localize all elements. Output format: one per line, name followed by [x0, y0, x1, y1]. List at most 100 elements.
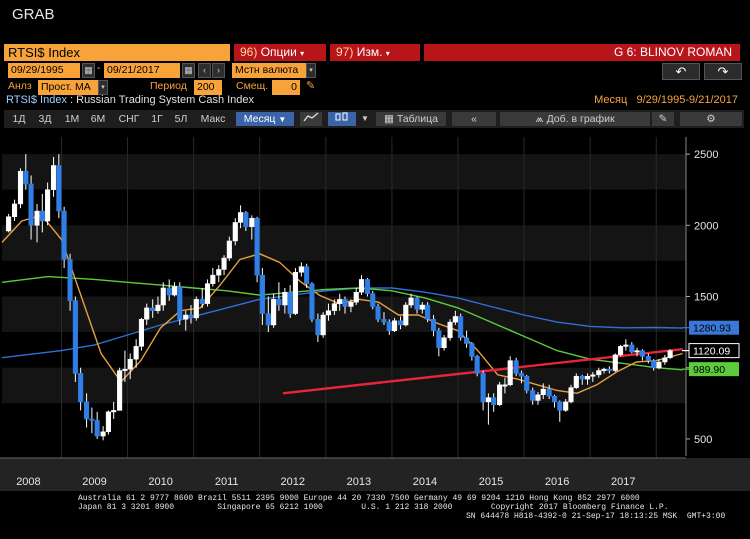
calendar-icon[interactable]: ▦	[82, 63, 95, 78]
range-button-1m[interactable]: 1М	[64, 113, 80, 125]
line-chart-icon[interactable]	[300, 112, 322, 126]
candle-body	[265, 313, 271, 326]
candle-body	[127, 358, 133, 370]
candle-body	[557, 401, 563, 411]
period-range: Месяц 9/29/1995-9/21/2017	[594, 94, 738, 106]
frequency-select[interactable]: Месяц ▼	[236, 112, 294, 126]
candle-body	[144, 307, 150, 320]
range-button-max[interactable]: Макс	[200, 113, 226, 125]
ticker-field[interactable]: RTSI$ Index	[4, 44, 230, 61]
range-button-ytd[interactable]: СНГ	[118, 113, 140, 125]
start-date-field[interactable]: 09/29/1995	[8, 63, 80, 78]
add-to-chart-icon: ⩕	[535, 113, 544, 125]
x-axis: 2008 2009 2010 2011 2012 2013 2014 2015 2016 2017	[0, 457, 750, 491]
dropdown-arrow-icon[interactable]: ▼	[361, 114, 369, 123]
candle-body	[408, 297, 414, 306]
candle-body	[358, 279, 365, 293]
candle-body	[645, 356, 651, 361]
dropdown-arrow-icon[interactable]: ▾	[98, 80, 108, 95]
candle-body	[667, 350, 673, 358]
range-button-6m[interactable]: 6М	[90, 113, 106, 125]
calendar-icon[interactable]: ▦	[182, 63, 195, 78]
candle-body	[177, 286, 183, 320]
prev-period-icon[interactable]: ‹	[198, 63, 211, 78]
next-period-icon[interactable]: ›	[212, 63, 225, 78]
candle-body	[204, 283, 211, 304]
window-title: GRAB	[12, 6, 55, 23]
footer-line-1: Australia 61 2 9777 8600 Brazil 5511 239…	[78, 494, 640, 503]
candle-body	[485, 397, 491, 403]
table-button[interactable]: ▦ Таблица	[376, 112, 446, 126]
y-axis-background	[686, 137, 750, 456]
currency-select[interactable]: Мстн валюта	[232, 63, 308, 78]
candle-body	[618, 346, 624, 356]
candle-body	[381, 319, 387, 323]
y-tick-label: 500	[694, 434, 712, 446]
line-chart-glyph	[303, 112, 319, 122]
y-tick-label: 1500	[694, 292, 718, 304]
range-button-5y[interactable]: 5Л	[174, 113, 188, 125]
candle-body	[436, 330, 442, 349]
range-button-1d[interactable]: 1Д	[12, 113, 26, 125]
end-date-field[interactable]: 09/21/2017	[104, 63, 180, 78]
frequency-select-label: Месяц	[243, 113, 276, 125]
period-field[interactable]: 200	[194, 80, 222, 95]
settings-gear-icon[interactable]: ⚙	[680, 112, 742, 126]
add-to-chart-label: Доб. в график	[546, 113, 615, 125]
candle-body	[325, 310, 332, 316]
candle-body	[226, 240, 232, 259]
x-tick-label: 2013	[347, 476, 371, 488]
candle-body	[397, 320, 404, 326]
candle-body	[298, 266, 304, 273]
candle-body	[292, 272, 298, 314]
candle-body	[199, 299, 205, 304]
background-band	[2, 154, 686, 190]
analysis-select[interactable]: Прост. MA	[38, 80, 98, 95]
pencil-icon[interactable]: ✎	[306, 80, 316, 92]
background-band	[2, 137, 686, 155]
shift-field[interactable]: 0	[272, 80, 300, 95]
candle-body	[216, 269, 222, 276]
candle-body	[160, 287, 166, 306]
undo-icon[interactable]: ↶	[662, 63, 700, 80]
candle-chart-icon[interactable]	[328, 112, 356, 126]
candle-body	[183, 314, 189, 320]
options-menu[interactable]: 96) Опции ▾	[234, 44, 326, 61]
candle-body	[623, 344, 629, 347]
candle-body	[474, 356, 480, 374]
chart-subtitle: RTSI$ Index : Russian Trading System Cas…	[6, 94, 254, 106]
candle-body	[447, 321, 453, 339]
edit-chart-icon[interactable]: ✎	[652, 112, 674, 126]
candle-body	[166, 287, 172, 296]
value-label-box	[689, 320, 739, 335]
edits-menu[interactable]: 97) Изм. ▾	[330, 44, 420, 61]
analysis-label: Анлз	[8, 80, 32, 92]
candle-body	[629, 344, 635, 353]
table-icon: ▦	[383, 113, 394, 125]
range-button-3d[interactable]: 3Д	[38, 113, 52, 125]
candle-body	[133, 346, 139, 360]
candle-body	[651, 360, 657, 368]
candle-body	[497, 384, 503, 405]
x-tick-label: 2011	[215, 476, 239, 488]
candle-body	[210, 274, 216, 284]
add-to-chart-button[interactable]: ⩕ Доб. в график	[500, 112, 650, 126]
candle-body	[403, 304, 409, 326]
candle-body	[150, 307, 156, 311]
candle-body	[601, 368, 607, 371]
dropdown-arrow-icon: ▾	[385, 49, 390, 58]
candle-body	[458, 316, 464, 339]
price-chart[interactable]: 2500200015001000500 1280.931120.09989.90…	[0, 130, 750, 492]
range-button-1y[interactable]: 1Г	[151, 113, 163, 125]
redo-icon[interactable]: ↷	[704, 63, 742, 80]
candle-body	[331, 303, 337, 311]
candle-body	[480, 373, 486, 403]
candle-body	[276, 299, 282, 306]
candle-body	[243, 212, 249, 227]
scroll-back-icon[interactable]: «	[452, 112, 496, 126]
dropdown-arrow-icon[interactable]: ▾	[306, 63, 316, 78]
candle-body	[50, 165, 57, 190]
candle-body	[518, 373, 524, 377]
candle-body	[78, 373, 84, 403]
candle-body	[84, 401, 90, 420]
